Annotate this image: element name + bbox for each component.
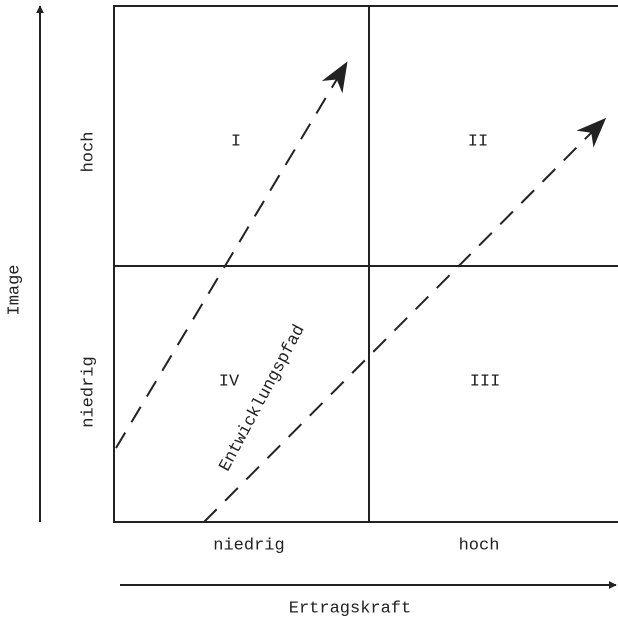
x-axis-label: Ertragskraft [289, 599, 411, 618]
y-axis-label: Image [5, 264, 24, 315]
x-high-label: hoch [459, 536, 500, 555]
path-label: Entwicklungspfad [216, 322, 309, 475]
y-low-label: niedrig [79, 356, 98, 427]
quadrant-label: IV [219, 372, 240, 391]
frame [113, 5, 618, 523]
x-low-label: niedrig [213, 536, 284, 555]
quadrant-label: III [470, 372, 501, 391]
path-arrow-1 [115, 61, 348, 449]
quadrant-label: I [231, 132, 241, 151]
path-arrow-2 [203, 117, 607, 523]
y-high-label: hoch [79, 132, 98, 173]
grid [113, 5, 618, 523]
quadrant-label: II [468, 132, 488, 151]
